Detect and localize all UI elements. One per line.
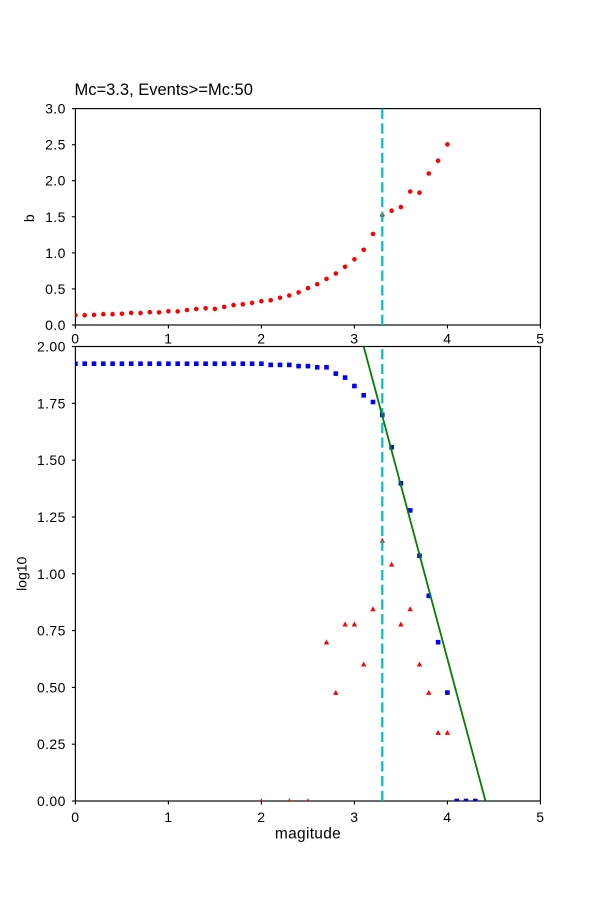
svg-text:0.25: 0.25	[37, 736, 66, 752]
svg-text:1: 1	[164, 809, 172, 825]
svg-text:1.0: 1.0	[45, 245, 66, 261]
svg-text:3: 3	[350, 331, 358, 347]
svg-text:0.50: 0.50	[37, 679, 66, 695]
svg-text:2.5: 2.5	[45, 137, 66, 153]
svg-text:0.75: 0.75	[37, 623, 66, 639]
svg-text:5: 5	[536, 331, 544, 347]
svg-text:0: 0	[71, 809, 79, 825]
svg-text:3.0: 3.0	[45, 101, 66, 117]
svg-text:5: 5	[536, 809, 544, 825]
svg-text:2: 2	[257, 331, 265, 347]
svg-text:0.0: 0.0	[45, 317, 66, 333]
svg-text:Mc=3.3, Events>=Mc:50: Mc=3.3, Events>=Mc:50	[75, 81, 253, 99]
svg-text:log10: log10	[14, 556, 30, 590]
svg-text:0.00: 0.00	[37, 793, 66, 809]
svg-text:b: b	[21, 214, 37, 222]
svg-text:1.75: 1.75	[37, 395, 66, 411]
svg-text:0: 0	[71, 331, 79, 347]
svg-text:2: 2	[257, 809, 265, 825]
svg-text:1: 1	[164, 331, 172, 347]
svg-text:2.00: 2.00	[37, 339, 66, 355]
svg-text:magitude: magitude	[275, 826, 341, 843]
svg-text:1.50: 1.50	[37, 452, 66, 468]
svg-text:3: 3	[350, 809, 358, 825]
svg-text:0.5: 0.5	[45, 281, 66, 297]
svg-text:1.00: 1.00	[37, 566, 66, 582]
svg-text:2.0: 2.0	[45, 173, 66, 189]
svg-text:1.25: 1.25	[37, 509, 66, 525]
svg-text:4: 4	[443, 809, 451, 825]
svg-text:1.5: 1.5	[45, 209, 66, 225]
svg-text:4: 4	[443, 331, 451, 347]
